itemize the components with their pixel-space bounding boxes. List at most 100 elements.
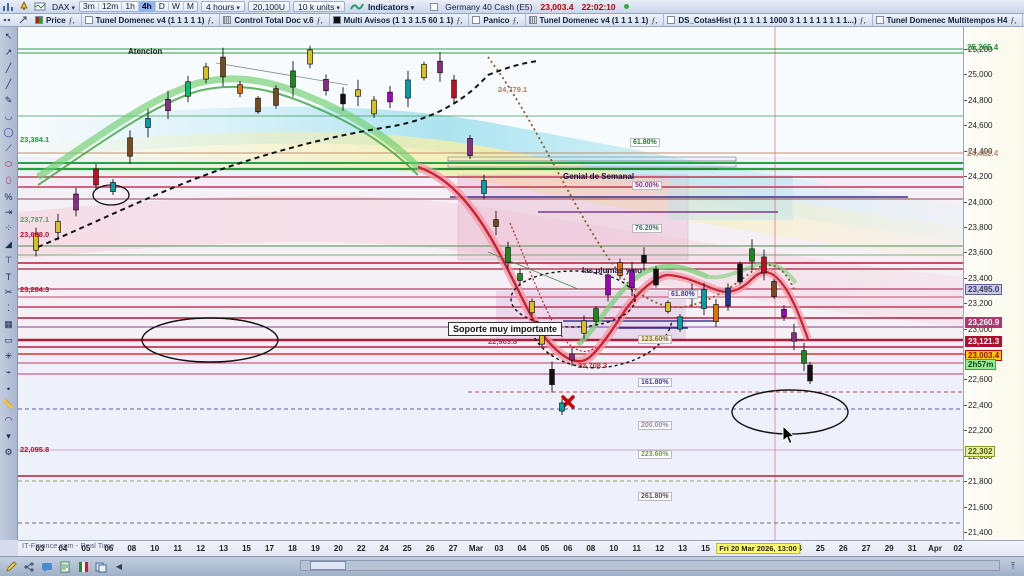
indicator-item-0[interactable]: Price ƒ, xyxy=(32,14,82,26)
pencil-icon[interactable]: ✎ xyxy=(4,95,13,105)
price-badge[interactable]: 23,260.9 xyxy=(965,317,1003,328)
units-selector[interactable]: 20,100U xyxy=(247,1,291,12)
chevron-down-icon: ▾ xyxy=(410,4,415,12)
timeframe-button-1h[interactable]: 1h xyxy=(122,1,139,12)
chart-type-icon[interactable] xyxy=(2,1,14,12)
indicator-settings-icon[interactable] xyxy=(18,15,30,26)
price-badge[interactable]: 25,265.4 xyxy=(967,43,999,52)
indicator-item-7[interactable]: Tunel Domenec Multitempos H4 ƒ, xyxy=(873,14,1024,26)
timeframe-button-4h[interactable]: 4h xyxy=(138,1,156,12)
star-icon[interactable]: ✳ xyxy=(4,351,13,361)
indicator-swatch-icon xyxy=(332,16,341,24)
indicator-item-1[interactable]: Tunel Domenec v4 (1 1 1 1 1) ƒ, xyxy=(82,14,221,26)
text-icon[interactable]: ⇥ xyxy=(4,207,13,217)
template-icon[interactable] xyxy=(34,1,46,12)
timeframe-group[interactable]: 3m 12m 1h 4h D W M xyxy=(79,1,199,12)
indicator-item-2[interactable]: Control Total Doc v.6 ƒ, xyxy=(220,14,330,26)
price-badge[interactable]: 22,302 xyxy=(965,446,996,457)
reset-icon[interactable]: ⤒ xyxy=(1011,561,1015,571)
timeframe-button-12m[interactable]: 12m xyxy=(99,1,123,12)
fibonacci-level-label[interactable]: 223.60% xyxy=(638,450,672,459)
indicator-function-icon[interactable]: ƒ, xyxy=(859,15,866,25)
period-selector[interactable]: 4 hours ▾ xyxy=(201,1,245,12)
indicator-item-5[interactable]: Tunel Domenec v4 (1 1 1 1 1) ƒ, xyxy=(526,14,665,26)
indicator-function-icon[interactable]: ƒ, xyxy=(1010,15,1017,25)
scatter-icon[interactable]: ⁚ xyxy=(7,303,10,313)
indicator-item-3[interactable]: Multi Avisos (1 1 3 1.5 60 1 1) ƒ, xyxy=(330,14,470,26)
horizontal-scrollbar-track[interactable] xyxy=(300,560,1000,571)
indicator-function-icon[interactable]: ƒ, xyxy=(512,15,519,25)
indicators-menu[interactable]: Indicators ▾ xyxy=(364,2,418,12)
price-badge[interactable]: 24,482.4 xyxy=(967,149,999,158)
andrews-pitchfork-icon[interactable]: ⟋ xyxy=(5,143,12,153)
indicator-item-6[interactable]: DS_CotasHist (1 1 1 1 1 1000 3 1 1 1 1 1… xyxy=(664,14,873,26)
ellipse-red-icon[interactable]: ⬭ xyxy=(4,159,13,169)
price-tick-label: 23,800 xyxy=(963,222,993,232)
chart-annotation[interactable]: las plumas y no xyxy=(582,266,643,275)
symbol-selector[interactable]: DAX ▾ xyxy=(48,2,79,12)
t-icon[interactable]: T xyxy=(5,271,12,282)
fibonacci-level-label[interactable]: 76.20% xyxy=(632,224,662,233)
price-chart-canvas[interactable]: Atencion Genial de Semanal las plumas y no… xyxy=(18,27,963,540)
date-tick-label: 04 xyxy=(517,544,527,553)
fibonacci-level-label[interactable]: 61.80% xyxy=(630,138,660,147)
flag-icon[interactable] xyxy=(76,560,90,574)
pencil-icon[interactable] xyxy=(4,560,18,574)
fibonacci-level-label[interactable]: 161.80% xyxy=(638,378,672,387)
indicator-function-icon[interactable]: ƒ, xyxy=(456,15,463,25)
horizontal-scrollbar-thumb[interactable] xyxy=(310,561,346,570)
fibonacci-level-label[interactable]: 50.00% xyxy=(632,181,662,190)
copy-icon[interactable] xyxy=(94,560,108,574)
price-badge[interactable]: 23,495.0 xyxy=(965,284,1003,295)
measure-icon[interactable]: ◢ xyxy=(5,239,12,249)
indicator-function-icon[interactable]: ƒ, xyxy=(316,15,323,25)
ellipse-black-icon[interactable]: ⬯ xyxy=(5,175,12,185)
timeframe-button-d[interactable]: D xyxy=(156,1,169,12)
chart-annotation[interactable]: Soporte muy importante xyxy=(448,322,563,336)
scroll-left-icon[interactable]: ◀ xyxy=(115,562,123,571)
settings-icon[interactable]: ⚙ xyxy=(4,447,13,457)
grid-icon[interactable]: ▦ xyxy=(4,319,13,329)
share-icon[interactable] xyxy=(22,560,36,574)
fibonacci-level-label[interactable]: 61.80% xyxy=(668,290,698,299)
chart-annotation[interactable]: Atencion xyxy=(128,47,163,56)
arc-icon[interactable]: ◡ xyxy=(4,111,13,121)
indicator-function-icon[interactable]: ƒ, xyxy=(68,15,75,25)
date-axis[interactable]: 03 04 05 06 08 10 11 12 13 15 17 18 19 20 22 24 25 26 27 Ma… xyxy=(18,540,1024,556)
arc-red-icon[interactable]: ◠ xyxy=(4,415,13,425)
left-price-label: 23,688.0 xyxy=(20,230,50,239)
cut-icon[interactable]: ✂ xyxy=(4,287,13,297)
fibonacci-level-label[interactable]: 200.00% xyxy=(638,421,672,430)
ray-icon[interactable]: ╱ xyxy=(5,79,12,89)
alert-icon[interactable] xyxy=(18,0,30,12)
indicator-function-icon[interactable]: ƒ, xyxy=(207,15,214,25)
annotation-icon[interactable]: ⁘ xyxy=(4,223,13,233)
cursor-icon[interactable]: ↖ xyxy=(4,31,13,41)
timeframe-button-3m[interactable]: 3m xyxy=(80,1,99,12)
chat-icon[interactable] xyxy=(40,560,54,574)
ellipse-icon[interactable]: ◯ xyxy=(3,127,14,137)
indicator-item-4[interactable]: Panico ƒ, xyxy=(469,14,526,26)
point-icon[interactable]: • xyxy=(6,383,11,394)
price-axis[interactable]: 25,200 25,000 24,800 24,600 24,400 24,200 24,0… xyxy=(963,27,1024,540)
drag-handle-icon[interactable] xyxy=(2,15,14,26)
price-badge[interactable]: 23,121.3 xyxy=(965,336,1003,347)
indicator-function-icon[interactable]: ƒ, xyxy=(651,15,658,25)
indicators-icon[interactable] xyxy=(350,1,364,12)
note-icon[interactable] xyxy=(58,560,72,574)
lot-size-selector[interactable]: 10 k units ▾ xyxy=(293,1,345,12)
line-icon[interactable]: ╱ xyxy=(5,63,12,73)
rectangle-icon[interactable]: ▭ xyxy=(4,335,13,345)
trendline-icon[interactable]: ↗ xyxy=(4,47,13,57)
timeframe-button-m[interactable]: M xyxy=(186,1,195,11)
fibonacci-level-label[interactable]: 123.60% xyxy=(638,335,672,344)
more-icon[interactable]: ▾ xyxy=(6,431,11,441)
timeframe-button-w[interactable]: W xyxy=(169,1,184,12)
ruler-icon[interactable]: 📏 xyxy=(2,399,15,409)
fibonacci-icon[interactable]: % xyxy=(4,191,13,202)
price-badge[interactable]: 2h57m xyxy=(965,359,997,370)
magnet-icon[interactable]: ⌁ xyxy=(5,367,12,377)
fibonacci-level-label[interactable]: 261.80% xyxy=(638,492,672,501)
chart-annotation[interactable]: Genial de Semanal xyxy=(563,172,635,181)
text-label-icon[interactable]: ⊤ xyxy=(4,255,13,265)
